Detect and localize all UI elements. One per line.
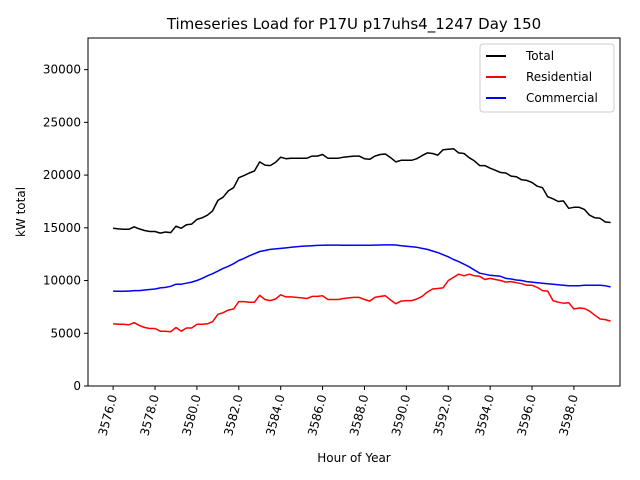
legend-label-total: Total [525,49,554,63]
legend-label-commercial: Commercial [526,91,598,105]
y-axis-ticks: 0 5000 10000 15000 20000 25000 30000 [43,63,88,393]
y-tick-label: 10000 [43,274,81,288]
y-tick-label: 15000 [43,221,81,235]
x-tick-label: 3576.0 [96,393,120,437]
plot-frame [87,37,621,387]
series-line-residential [113,273,611,333]
x-tick-label: 3580.0 [179,393,203,437]
y-tick-label: 0 [73,379,81,393]
x-tick-label: 3592.0 [431,393,455,437]
series-line-commercial [113,244,611,293]
x-tick-label: 3578.0 [138,393,162,437]
y-tick-label: 25000 [43,115,81,129]
x-tick-label: 3584.0 [263,393,287,437]
x-tick-label: 3590.0 [389,393,413,437]
y-tick-label: 20000 [43,168,81,182]
y-axis-label: kW total [14,187,28,237]
legend-label-residential: Residential [526,70,592,84]
chart-title: Timeseries Load for P17U p17uhs4_1247 Da… [166,15,541,34]
y-tick-label: 30000 [43,63,81,77]
series-line-total [113,147,611,234]
x-tick-label: 3582.0 [221,393,245,437]
x-tick-label: 3596.0 [515,393,539,437]
x-tick-label: 3594.0 [473,393,497,437]
legend-frame [479,43,615,113]
x-tick-label: 3586.0 [305,393,329,437]
x-axis-label: Hour of Year [317,451,391,465]
plot-lines [113,147,611,333]
y-tick-label: 5000 [50,326,81,340]
x-tick-label: 3598.0 [556,393,580,437]
legend: Total Residential Commercial [479,43,615,113]
x-tick-label: 3588.0 [347,393,371,437]
x-axis-ticks: 3576.0 3578.0 3580.0 3582.0 3584.0 3586.0 3588… [96,386,581,437]
